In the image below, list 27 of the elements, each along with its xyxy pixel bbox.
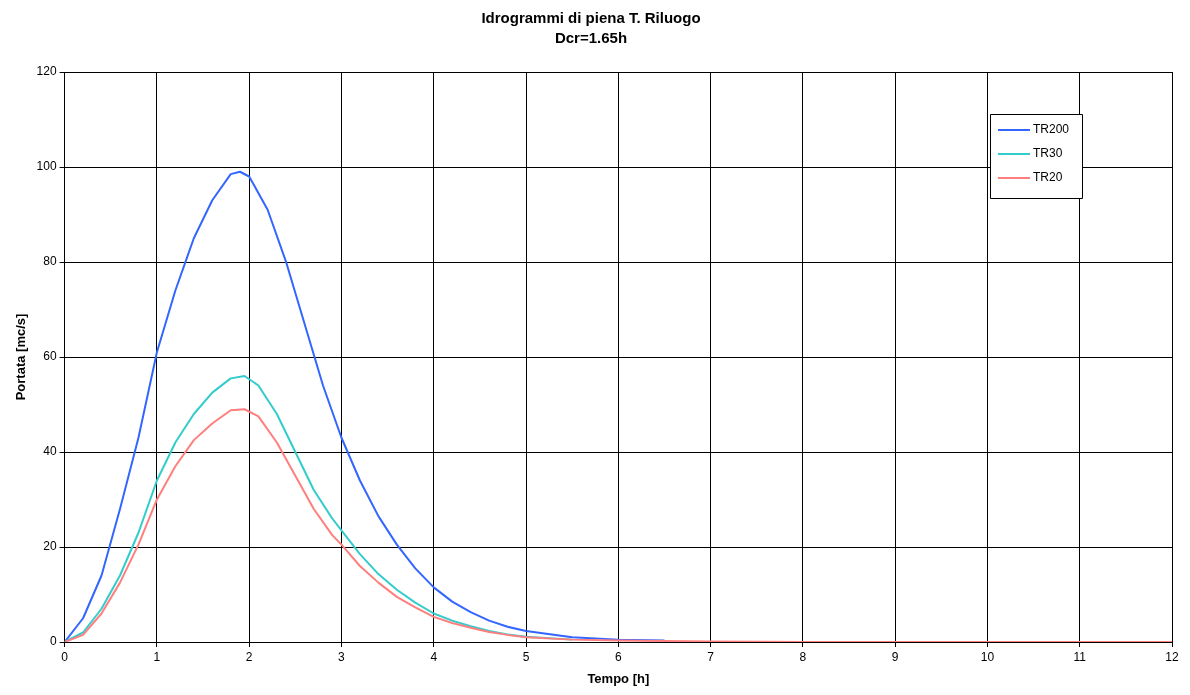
legend-label: TR20 xyxy=(1033,170,1063,185)
x-tick-label: 4 xyxy=(430,649,438,664)
y-tick-label: 0 xyxy=(49,634,57,649)
x-tick-label: 5 xyxy=(522,649,530,664)
y-tick-label: 80 xyxy=(43,254,57,269)
x-tick-label: 9 xyxy=(891,649,899,664)
x-tick-label: 1 xyxy=(153,649,161,664)
y-tick-label: 60 xyxy=(43,349,57,364)
x-axis-title: Tempo [h] xyxy=(587,670,650,686)
x-tick-label: 6 xyxy=(614,649,622,664)
x-tick-label: 3 xyxy=(338,649,346,664)
x-tick-label: 2 xyxy=(245,649,253,664)
legend-label: TR30 xyxy=(1033,146,1063,161)
x-tick-label: 8 xyxy=(799,649,807,664)
x-tick-label: 7 xyxy=(707,649,715,664)
x-tick-label: 10 xyxy=(980,649,995,664)
y-tick-label: 100 xyxy=(36,159,57,174)
legend-label: TR200 xyxy=(1033,122,1070,137)
y-tick-label: 40 xyxy=(43,444,57,459)
y-axis-title: Portata [mc/s] xyxy=(13,313,29,401)
x-tick-label: 12 xyxy=(1165,649,1179,664)
chart-subtitle: Dcr=1.65h xyxy=(554,29,628,47)
y-tick-label: 120 xyxy=(36,64,57,79)
x-tick-label: 11 xyxy=(1073,649,1087,664)
x-tick-label: 0 xyxy=(61,649,69,664)
chart-title: Idrogrammi di piena T. Riluogo xyxy=(481,9,701,27)
y-tick-label: 20 xyxy=(43,539,57,554)
